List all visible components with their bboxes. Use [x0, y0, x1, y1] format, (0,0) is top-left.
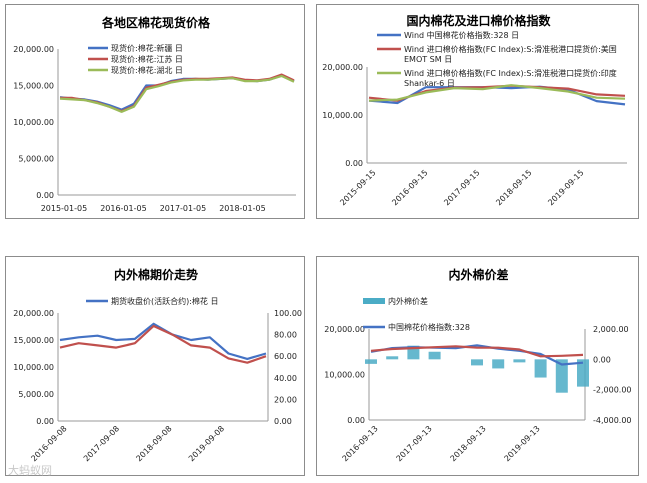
chart-title: 内外棉价差: [448, 267, 508, 282]
y-tick-label: 0.00: [36, 417, 54, 426]
legend-label: 现货价:棉花:湖北 日: [111, 65, 183, 75]
watermark: 大蚂蚁网: [8, 464, 52, 477]
x-tick-label: 2018-01-05: [219, 204, 266, 213]
legend-label: 期货收盘价(活跃合约):棉花 日: [111, 296, 218, 306]
x-tick-label: 2018-09-15: [494, 168, 533, 207]
y-tick-label: 15,000.00: [13, 336, 54, 345]
series-line: [370, 345, 584, 358]
chart-spread: 内外棉价差 0.00 10,000.00 20,000.00 -4,000.00 -2,0…: [324, 267, 632, 463]
y-tick-label: 20,000.00: [324, 325, 365, 334]
y2-tick-label: -4,000.00: [593, 416, 632, 425]
series-line: [59, 322, 267, 361]
series-line: [59, 74, 295, 113]
spread-bar: [471, 359, 483, 366]
spread-bar: [577, 359, 589, 387]
y-tick-label: 20,000.00: [13, 45, 54, 54]
y-tick-label: 5,000.00: [18, 155, 54, 164]
y-tick-label: 20,000.00: [13, 309, 54, 318]
chart-spot-price: 各地区棉花现货价格 0.00 5,000.00 10,000.00 15,000.00 2…: [13, 15, 296, 213]
x-tick-label: 2016-09-15: [390, 168, 429, 207]
legend-swatch: [363, 298, 385, 304]
y-tick-label: 5,000.00: [18, 390, 54, 399]
y2-tick-label: 2,000.00: [593, 325, 629, 334]
legend-label: Wind 进口棉价格指数(FC Index):S:滑准税港口提货价:美国: [404, 44, 617, 54]
y2-tick-label: -2,000.00: [593, 386, 632, 395]
chart-title: 各地区棉花现货价格: [101, 15, 211, 30]
x-tick-label: 2019-09-13: [503, 424, 542, 463]
series-line: [59, 324, 267, 364]
series-line: [368, 84, 626, 102]
spread-bar: [555, 359, 568, 393]
x-tick-label: 2017-09-13: [395, 424, 434, 463]
legend-label: 现货价:棉花:江苏 日: [111, 54, 183, 64]
y-tick-label: 0.00: [347, 416, 365, 425]
legend-label: Wind 进口棉价格指数(FC Index):S:滑准税港口提货价:印度: [404, 68, 617, 78]
spread-bar: [534, 359, 547, 378]
y2-tick-label: 0.00: [593, 355, 611, 364]
x-tick-label: 2019-09-08: [187, 424, 226, 463]
x-tick-label: 2015-01-05: [41, 204, 88, 213]
panel-index: 国内棉花及进口棉价格指数 0.00 10,000.00 20,000.00 2015-0…: [316, 4, 639, 219]
chart-title: 内外棉期价走势: [114, 267, 198, 282]
legend-label-1: EMOT SM 日: [404, 55, 452, 64]
chart-title: 国内棉花及进口棉价格指数: [406, 13, 551, 28]
x-tick-label: 2017-01-05: [160, 204, 207, 213]
x-tick-label: 2017-09-15: [442, 168, 481, 207]
x-tick-label: 2018-09-08: [134, 424, 173, 463]
spread-bar: [492, 359, 505, 369]
y2-tick-label: 80.00: [274, 331, 297, 340]
x-tick-label: 2015-09-15: [338, 168, 377, 207]
y-tick-label: 10,000.00: [13, 363, 54, 372]
chart-index: 国内棉花及进口棉价格指数 0.00 10,000.00 20,000.00 2015-0…: [322, 13, 627, 207]
spread-bar: [428, 351, 441, 360]
chart-futures: 内外棉期价走势 0.00 5,000.00 10,000.00 15,000.00 20,…: [13, 267, 302, 463]
y-tick-label: 10,000.00: [322, 111, 363, 120]
panel-spot-price: 各地区棉花现货价格 0.00 5,000.00 10,000.00 15,000.00 2…: [5, 4, 305, 219]
x-tick-label: 2019-09-15: [546, 168, 585, 207]
legend-label: 中国棉花价格指数:328: [388, 322, 470, 332]
spread-bar: [365, 359, 377, 364]
x-tick-label: 2017-09-08: [82, 424, 121, 463]
y-tick-label: 15,000.00: [13, 82, 54, 91]
legend-label: 内外棉价差: [388, 296, 428, 306]
y2-tick-label: 40.00: [274, 374, 297, 383]
panel-futures: 内外棉期价走势 0.00 5,000.00 10,000.00 15,000.00 20,…: [5, 256, 305, 476]
spread-bar: [386, 356, 399, 360]
spread-bar: [513, 359, 526, 363]
y-tick-label: 10,000.00: [13, 118, 54, 127]
legend-label: 现货价:棉花:新疆 日: [111, 43, 183, 53]
y2-tick-label: 100.00: [274, 309, 302, 318]
y2-tick-label: 0.00: [274, 417, 292, 426]
x-tick-label: 2018-09-13: [449, 424, 488, 463]
y-tick-label: 10,000.00: [324, 371, 365, 380]
x-tick-label: 2016-01-05: [100, 204, 147, 213]
x-tick-label: 2016-09-13: [341, 424, 380, 463]
y-tick-label: 20,000.00: [322, 63, 363, 72]
y2-tick-label: 20.00: [274, 395, 297, 404]
y2-tick-label: 60.00: [274, 352, 297, 361]
x-tick-label: 2016-09-08: [29, 424, 68, 463]
panel-spread: 内外棉价差 0.00 10,000.00 20,000.00 -4,000.00 -2,0…: [316, 256, 639, 476]
legend-label: Wind 中国棉花价格指数:328 日: [404, 30, 519, 40]
legend-label-1: Shankar-6 日: [404, 79, 455, 88]
y-tick-label: 0.00: [36, 191, 54, 200]
y-tick-label: 0.00: [345, 159, 363, 168]
